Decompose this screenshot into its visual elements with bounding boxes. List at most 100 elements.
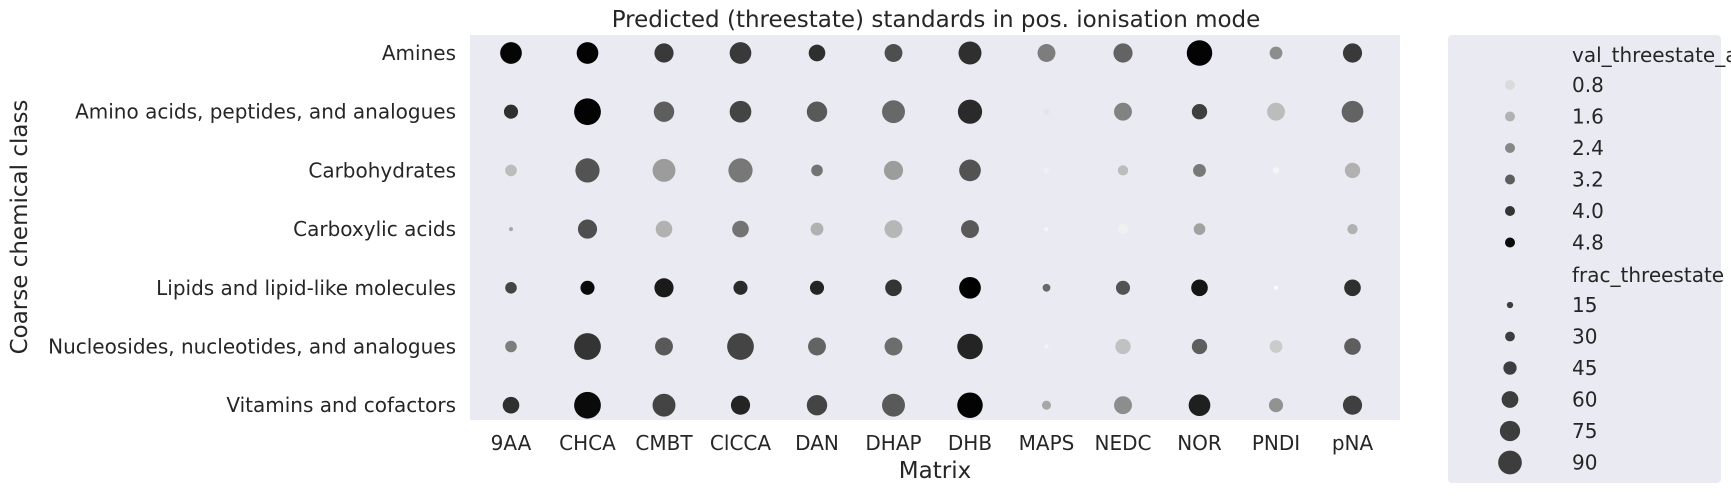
x-tick-label: NOR <box>1177 431 1222 455</box>
data-point <box>1268 398 1284 413</box>
data-point <box>957 99 983 124</box>
data-point <box>655 337 673 356</box>
data-point <box>580 280 595 295</box>
legend-size-marker <box>1506 301 1514 309</box>
x-tick-label: ClCCA <box>710 431 771 455</box>
data-point <box>1114 396 1132 415</box>
data-point <box>733 280 748 295</box>
x-tick-label: DHB <box>948 431 992 455</box>
data-point <box>654 278 674 298</box>
y-tick-label: Carboxylic acids <box>293 217 456 241</box>
data-point <box>1272 167 1280 174</box>
data-point <box>502 396 520 414</box>
data-point <box>1115 280 1131 295</box>
bubble-layer <box>500 40 1364 419</box>
data-point <box>958 41 982 65</box>
legend-size-label: 90 <box>1572 451 1597 475</box>
x-tick-label: NEDC <box>1095 431 1152 455</box>
data-point <box>654 43 674 63</box>
data-point <box>1191 338 1208 355</box>
data-point <box>884 337 903 356</box>
legend-hue-label: 4.0 <box>1572 199 1604 223</box>
y-tick-label: Vitamins and cofactors <box>226 393 456 417</box>
data-point <box>806 101 828 122</box>
data-point <box>1044 227 1049 232</box>
legend-size-marker <box>1505 331 1515 342</box>
x-tick-label: DHAP <box>865 431 921 455</box>
data-point <box>885 279 902 297</box>
data-point <box>576 42 599 64</box>
data-point <box>1043 167 1050 174</box>
data-point <box>574 333 601 360</box>
data-point <box>1267 102 1285 121</box>
data-point <box>729 42 752 64</box>
data-point <box>882 393 905 417</box>
legend-hue-label: 0.8 <box>1572 73 1604 97</box>
legend-hue-label: 2.4 <box>1572 136 1604 160</box>
data-point <box>509 227 513 232</box>
data-point <box>1044 344 1049 349</box>
data-point <box>732 220 749 238</box>
data-point <box>809 280 825 295</box>
legend-hue-marker <box>1505 206 1515 216</box>
data-point <box>652 393 676 417</box>
data-point <box>1274 285 1278 290</box>
x-tick-label: CMBT <box>635 431 693 455</box>
data-point <box>655 220 673 238</box>
data-point <box>1043 108 1050 115</box>
y-tick-label: Nucleosides, nucleotides, and analogues <box>48 335 456 359</box>
y-tick-labels: Amines Amino acids, peptides, and analogu… <box>48 41 456 417</box>
legend-size-items: 15 30 45 60 75 90 <box>1498 293 1597 475</box>
x-tick-label: 9AA <box>491 431 532 455</box>
legend-size-label: 30 <box>1572 325 1597 349</box>
data-point <box>1037 44 1056 62</box>
data-point <box>959 159 981 182</box>
data-point <box>961 220 979 239</box>
legend-hue-label: 1.6 <box>1572 105 1604 129</box>
data-point <box>883 160 904 180</box>
data-point <box>806 394 828 416</box>
data-point <box>1344 162 1361 179</box>
data-point <box>1344 338 1361 355</box>
legend-size-marker <box>1499 420 1521 442</box>
data-point <box>730 395 751 415</box>
legend-hue-items: 0.8 1.6 2.4 3.2 4.0 4.8 <box>1505 73 1604 255</box>
x-axis-label: Matrix <box>899 458 971 484</box>
data-point <box>1114 102 1132 121</box>
legend-size-label: 60 <box>1572 388 1597 412</box>
x-tick-label: CHCA <box>559 431 616 455</box>
chart-title: Predicted (threestate) standards in pos.… <box>612 7 1261 33</box>
data-point <box>1269 46 1283 60</box>
data-point <box>500 42 522 64</box>
legend-size-label: 15 <box>1572 293 1597 317</box>
data-point <box>1191 279 1208 297</box>
data-point <box>574 98 601 126</box>
legend-size-marker <box>1503 361 1517 375</box>
legend-hue-marker <box>1505 237 1515 248</box>
legend-hue-marker <box>1505 143 1515 153</box>
data-point <box>728 158 753 183</box>
data-point <box>810 222 824 236</box>
data-point <box>882 100 905 124</box>
legend-size-label: 45 <box>1572 356 1597 380</box>
data-point <box>1041 400 1052 410</box>
data-point <box>1347 223 1358 235</box>
data-point <box>884 44 903 62</box>
data-point <box>1188 394 1211 417</box>
data-point <box>957 333 983 360</box>
y-tick-label: Carbohydrates <box>308 158 456 182</box>
data-point <box>1186 40 1213 66</box>
plot-area <box>470 35 1400 420</box>
data-point <box>577 219 598 239</box>
data-point <box>505 282 517 294</box>
data-point <box>1269 340 1283 353</box>
data-point <box>729 100 752 123</box>
data-point <box>1117 223 1129 235</box>
data-point <box>1273 226 1279 232</box>
x-tick-label: PNDI <box>1252 431 1300 455</box>
legend-size-label: 75 <box>1572 419 1597 443</box>
data-point <box>1193 223 1206 235</box>
data-point <box>811 164 823 177</box>
data-point <box>1117 165 1129 176</box>
